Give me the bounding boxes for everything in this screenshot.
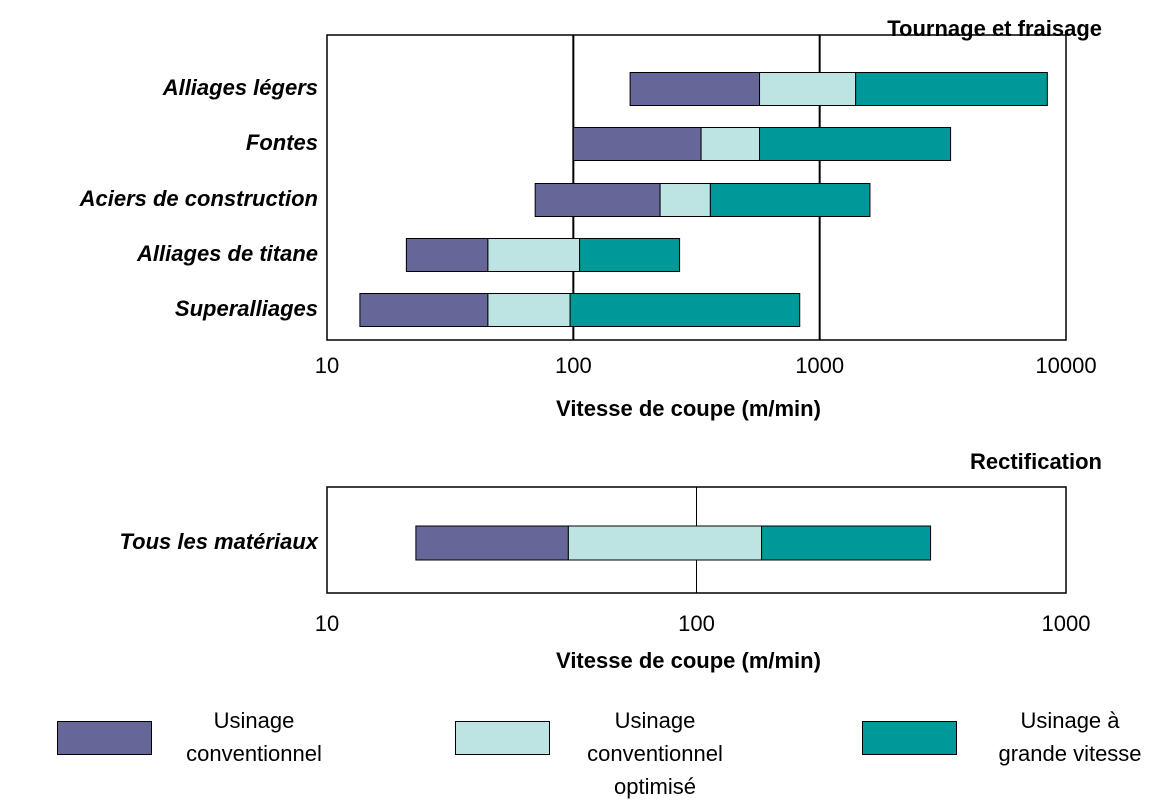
x-tick-label: 10 [315, 353, 339, 378]
legend-label: Usinage conventionnel optimisé [587, 708, 723, 799]
bar-segment [359, 293, 489, 327]
category-label: Superalliages [175, 296, 318, 321]
x-tick-label: 100 [555, 353, 592, 378]
bar-segment [855, 72, 1048, 106]
category-label: Aciers de construction [79, 186, 318, 211]
bar-segment [579, 238, 681, 272]
bar-segment [487, 238, 581, 272]
x-tick-label: 10 [315, 611, 339, 636]
chart-title: Rectification [970, 449, 1102, 474]
category-label: Alliages de titane [136, 241, 318, 266]
category-label: Alliages légers [162, 75, 318, 100]
bar-segment [569, 293, 801, 327]
category-label: Fontes [246, 130, 318, 155]
x-axis-label: Vitesse de coupe (m/min) [556, 648, 821, 673]
bar-segment [534, 183, 661, 217]
x-tick-label: 10000 [1035, 353, 1096, 378]
bar-segment [709, 183, 871, 217]
legend-swatch [862, 721, 957, 755]
bar-segment [567, 525, 763, 561]
bar-segment [759, 72, 857, 106]
bar-segment [415, 525, 569, 561]
x-tick-label: 1000 [1042, 611, 1091, 636]
bar-segment [761, 525, 932, 561]
bar-segment [572, 127, 702, 161]
legend-swatch [57, 721, 152, 755]
x-tick-label: 1000 [795, 353, 844, 378]
bar-segment [759, 127, 952, 161]
chart-title: Tournage et fraisage [887, 16, 1102, 41]
bar-segment [629, 72, 761, 106]
legend-swatch [455, 721, 550, 755]
legend-label: Usinage à grande vitesse [998, 708, 1142, 766]
plot-frame [326, 486, 1067, 594]
bar-segment [487, 293, 571, 327]
legend-label: Usinage conventionnel [186, 708, 322, 766]
bar-segment [700, 127, 761, 161]
bar-segment [659, 183, 711, 217]
bar-segment [405, 238, 489, 272]
x-axis-label: Vitesse de coupe (m/min) [556, 396, 821, 421]
x-tick-label: 100 [678, 611, 715, 636]
category-label: Tous les matériaux [120, 529, 319, 554]
plot-frame [326, 34, 1067, 341]
